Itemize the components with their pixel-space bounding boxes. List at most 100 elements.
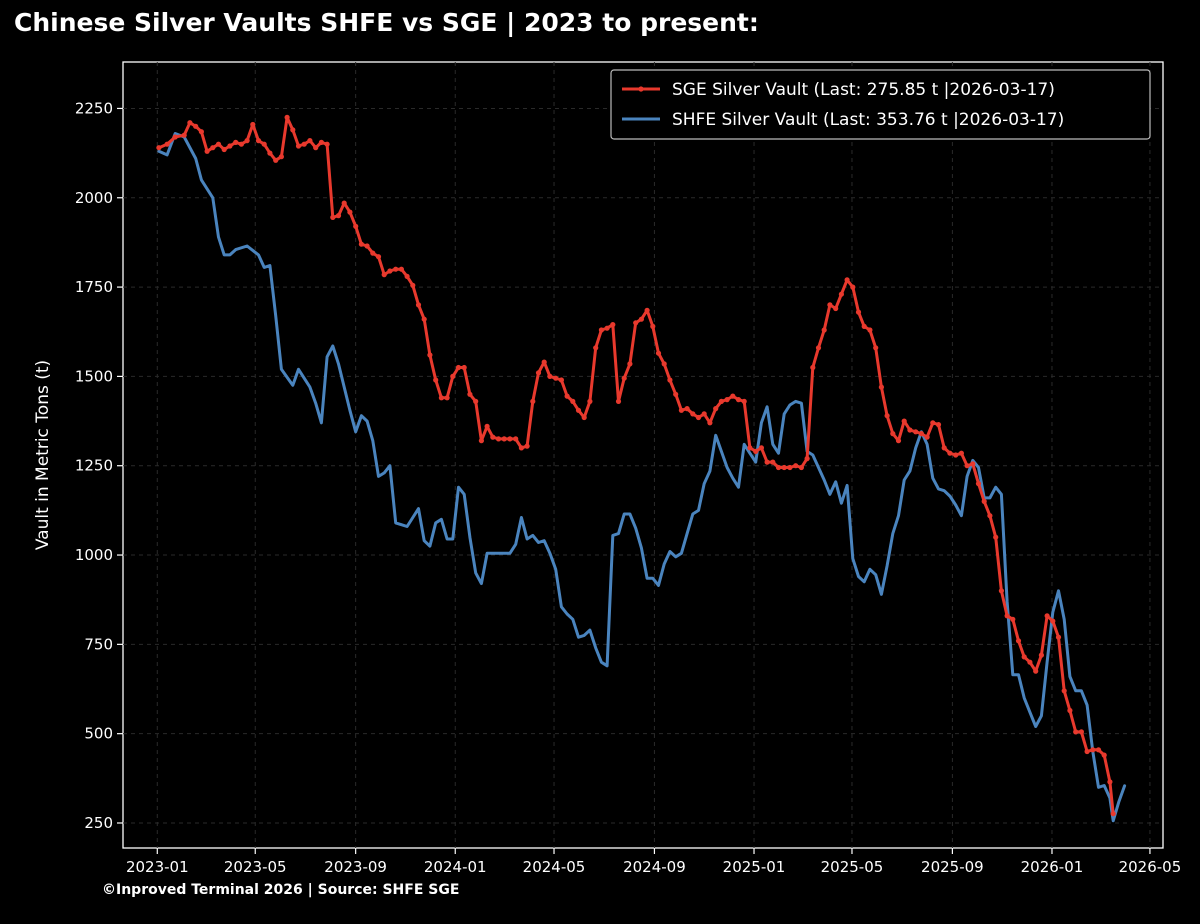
sge-data-point xyxy=(290,127,296,133)
sge-data-point xyxy=(821,327,827,333)
sge-data-point xyxy=(850,284,856,290)
sge-data-point xyxy=(593,345,599,351)
sge-data-point xyxy=(638,316,645,322)
sge-data-point xyxy=(621,375,627,381)
sge-data-point xyxy=(1101,752,1107,758)
legend-sge-marker xyxy=(638,86,644,92)
sge-data-point xyxy=(1050,618,1056,624)
sge-data-point xyxy=(513,436,519,442)
sge-data-point xyxy=(604,325,610,331)
x-tick-label: 2026-05 xyxy=(1119,858,1182,876)
sge-data-point xyxy=(375,254,382,260)
sge-data-point xyxy=(1010,616,1016,622)
sge-data-point xyxy=(478,438,484,444)
sge-data-point xyxy=(947,450,953,456)
sge-data-point xyxy=(261,141,267,147)
sge-data-point xyxy=(255,138,262,144)
sge-data-point xyxy=(398,266,404,272)
sge-data-point xyxy=(873,345,879,351)
sge-data-point xyxy=(461,364,467,371)
legend-shfe-label: SHFE Silver Vault (Last: 353.76 t |2026-… xyxy=(672,110,1064,130)
sge-data-point xyxy=(627,361,633,367)
sge-data-point xyxy=(1038,652,1044,658)
legend: SGE Silver Vault (Last: 275.85 t |2026-0… xyxy=(610,69,1151,140)
sge-data-point xyxy=(890,431,896,437)
sge-data-point xyxy=(998,588,1005,594)
sge-data-point xyxy=(615,398,622,404)
sge-data-point xyxy=(650,323,656,329)
sge-data-point xyxy=(930,420,936,426)
sge-data-point xyxy=(1107,779,1113,785)
sge-data-point xyxy=(724,397,730,403)
y-tick-label: 500 xyxy=(84,725,113,743)
sge-data-point xyxy=(1078,729,1084,735)
sge-data-point xyxy=(770,459,776,465)
x-tick-label: 2024-01 xyxy=(424,858,487,876)
sge-data-point xyxy=(713,406,719,412)
sge-data-point xyxy=(793,463,799,469)
sge-data-point xyxy=(547,373,553,379)
sge-data-point xyxy=(427,352,433,358)
sge-data-point xyxy=(415,302,422,308)
sge-data-point xyxy=(964,463,970,469)
sge-data-point xyxy=(364,243,370,249)
sge-data-point xyxy=(953,452,959,458)
sge-data-point xyxy=(1004,613,1010,619)
sge-data-point xyxy=(633,320,639,326)
sge-data-point xyxy=(935,422,942,428)
sge-data-point xyxy=(524,443,530,449)
sge-data-point xyxy=(553,375,559,381)
sge-data-point xyxy=(855,309,862,315)
sge-data-point xyxy=(810,364,816,371)
x-tick-label: 2025-09 xyxy=(921,858,984,876)
sge-data-point xyxy=(221,146,227,153)
sge-data-point xyxy=(172,134,178,140)
sge-data-point xyxy=(735,397,742,403)
sge-data-point xyxy=(484,423,490,429)
sge-data-point xyxy=(535,370,542,376)
sge-data-point xyxy=(753,448,759,454)
sge-data-point xyxy=(518,445,525,451)
y-tick-label: 250 xyxy=(84,814,113,832)
y-axis: 250 500 750 1000 1250 1500 1750 2000 2250 xyxy=(75,99,123,832)
sge-data-point xyxy=(690,411,696,417)
sge-data-point xyxy=(335,213,342,219)
sge-data-point xyxy=(370,250,376,256)
sge-data-point xyxy=(558,377,565,383)
sge-data-point xyxy=(358,241,364,247)
sge-data-point xyxy=(381,272,387,278)
sge-data-point xyxy=(193,123,199,129)
sge-data-point xyxy=(730,393,736,399)
sge-data-point xyxy=(1044,613,1050,619)
sge-data-point xyxy=(787,464,793,471)
sge-data-point xyxy=(861,323,867,329)
sge-data-point xyxy=(227,143,233,149)
sge-data-point xyxy=(741,398,747,404)
sge-data-point xyxy=(970,461,976,467)
sge-data-point xyxy=(1095,747,1102,753)
y-tick-label: 750 xyxy=(84,635,113,653)
sge-data-point xyxy=(1055,634,1062,640)
sge-data-point xyxy=(918,431,925,437)
sge-data-point xyxy=(775,464,782,471)
sge-data-point xyxy=(1015,638,1022,644)
sge-data-point xyxy=(718,398,725,404)
sge-data-point xyxy=(284,114,290,120)
x-tick-label: 2025-05 xyxy=(821,858,884,876)
sge-data-point xyxy=(238,141,244,147)
sge-data-point xyxy=(781,464,787,471)
sge-data-point xyxy=(975,481,982,487)
sge-data-point xyxy=(878,384,885,390)
sge-data-point xyxy=(353,223,359,229)
x-tick-label: 2023-05 xyxy=(224,858,287,876)
sge-data-point xyxy=(1067,707,1073,714)
sge-data-point xyxy=(833,305,839,312)
sge-data-point xyxy=(324,141,330,147)
sge-data-point xyxy=(501,436,507,442)
legend-box xyxy=(610,69,1151,140)
sge-data-point xyxy=(455,364,462,371)
sge-data-point xyxy=(1073,729,1079,735)
sge-data-point xyxy=(1033,668,1039,674)
footer-credit: ©Inproved Terminal 2026 | Source: SHFE S… xyxy=(102,882,460,898)
